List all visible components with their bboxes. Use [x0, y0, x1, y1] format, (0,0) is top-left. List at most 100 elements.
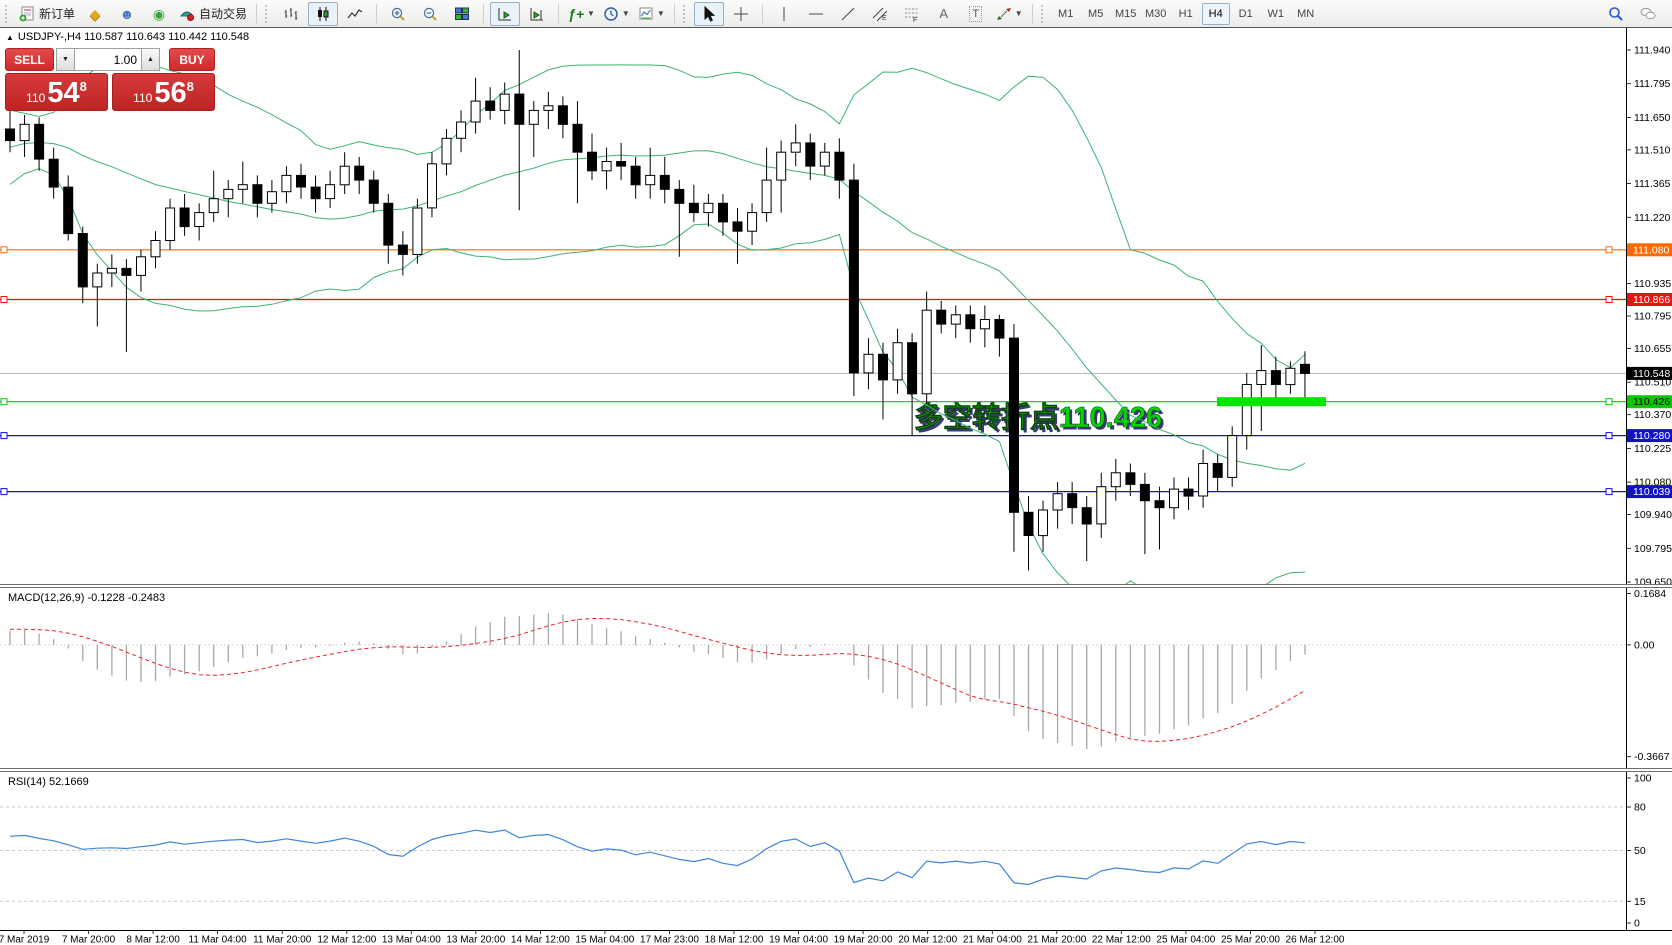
autotrading-button[interactable]: 自动交易 — [176, 2, 250, 26]
time-label: 8 Mar 12:00 — [126, 935, 180, 945]
main-price-chart[interactable]: 多空转折点110.426多空转折点110.426111.940111.79511… — [0, 28, 1672, 584]
chart-annotation: 多空转折点110.426 — [914, 400, 1162, 434]
tf-m5[interactable]: M5 — [1082, 3, 1110, 25]
channel-button[interactable]: E — [865, 2, 895, 26]
svg-text:0.1684: 0.1684 — [1634, 588, 1666, 600]
indicators-icon: ƒ+ — [568, 7, 584, 21]
tf-m30[interactable]: M30 — [1142, 3, 1170, 25]
toolbar-drag-handle[interactable] — [265, 5, 272, 23]
current-price-tag: 110.548 — [1627, 367, 1672, 380]
sell-price-main: 54 — [47, 79, 79, 108]
tile-windows-icon — [454, 6, 470, 22]
svg-text:110.225: 110.225 — [1634, 443, 1671, 455]
time-label: 7 Mar 20:00 — [62, 935, 116, 945]
signals-button[interactable]: ◉ — [144, 2, 174, 26]
buy-button[interactable]: BUY — [169, 48, 215, 71]
zoom-in-button[interactable] — [383, 2, 413, 26]
zoom-out-button[interactable] — [415, 2, 445, 26]
text-label-button[interactable]: T — [961, 2, 991, 26]
svg-text:110.039: 110.039 — [1633, 486, 1670, 498]
vertical-line-button[interactable] — [769, 2, 799, 26]
time-label: 25 Mar 04:00 — [1156, 935, 1215, 945]
buy-price-box[interactable]: 110 56 8 — [112, 73, 215, 111]
horizontal-line-button[interactable] — [801, 2, 831, 26]
vertical-line-icon — [776, 6, 792, 22]
auto-scroll-icon — [497, 6, 513, 22]
symbol-ohlc-text: USDJPY-,H4 110.587 110.643 110.442 110.5… — [18, 31, 249, 43]
cursor-icon — [701, 6, 717, 22]
rsi-label: RSI(14) 52.1669 — [8, 776, 89, 788]
symbol-header: ▲ USDJPY-,H4 110.587 110.643 110.442 110… — [6, 31, 249, 43]
channel-icon: E — [872, 6, 888, 22]
tf-mn[interactable]: MN — [1292, 3, 1320, 25]
time-label: 7 Mar 2019 — [0, 935, 50, 945]
time-label: 26 Mar 12:00 — [1286, 935, 1345, 945]
candlestick-chart-icon — [315, 6, 331, 22]
periods-button[interactable]: ▼ — [600, 2, 633, 26]
cursor-button[interactable] — [694, 2, 724, 26]
svg-text:100: 100 — [1634, 773, 1652, 785]
time-label: 20 Mar 12:00 — [898, 935, 957, 945]
one-click-trading-panel: SELL ▼ ▲ BUY 110 54 8 110 56 8 — [5, 48, 215, 111]
text-icon: A — [939, 7, 948, 21]
svg-text:109.650: 109.650 — [1634, 577, 1672, 585]
bar-chart-icon — [283, 6, 299, 22]
tf-h4[interactable]: H4 — [1202, 3, 1230, 25]
search-button[interactable] — [1601, 2, 1631, 26]
tf-w1[interactable]: W1 — [1262, 3, 1290, 25]
crosshair-icon — [733, 6, 749, 22]
chevron-down-icon: ▼ — [657, 9, 665, 18]
chevron-down-icon: ▼ — [1015, 9, 1023, 18]
svg-text:110.370: 110.370 — [1634, 409, 1671, 421]
one-click-collapse-icon[interactable]: ▲ — [6, 33, 14, 42]
toolbar-drag-handle[interactable] — [1041, 5, 1048, 23]
volume-increase-button[interactable]: ▲ — [141, 48, 160, 71]
templates-button[interactable]: ▼ — [635, 2, 668, 26]
svg-text:111.940: 111.940 — [1634, 45, 1671, 57]
chart-shift-button[interactable] — [522, 2, 552, 26]
candlestick-chart-button[interactable] — [308, 2, 338, 26]
macd-label: MACD(12,26,9) -0.1228 -0.2483 — [8, 592, 165, 604]
tile-windows-button[interactable] — [447, 2, 477, 26]
tf-m1[interactable]: M1 — [1052, 3, 1080, 25]
volume-input[interactable] — [75, 48, 141, 71]
trendline-button[interactable] — [833, 2, 863, 26]
zoom-out-icon — [422, 6, 438, 22]
sell-price-box[interactable]: 110 54 8 — [5, 73, 108, 111]
search-icon — [1608, 6, 1624, 22]
time-label: 12 Mar 12:00 — [317, 935, 376, 945]
bar-chart-button[interactable] — [276, 2, 306, 26]
toolbar-drag-handle[interactable] — [5, 5, 12, 23]
time-label: 13 Mar 04:00 — [382, 935, 441, 945]
svg-text:111.510: 111.510 — [1634, 144, 1671, 156]
text-button[interactable]: A — [929, 2, 959, 26]
community-button[interactable]: ☻ — [112, 2, 142, 26]
auto-scroll-button[interactable] — [490, 2, 520, 26]
tf-m15[interactable]: M15 — [1112, 3, 1140, 25]
toolbar-drag-handle[interactable] — [683, 5, 690, 23]
fibonacci-button[interactable]: F — [897, 2, 927, 26]
toolbar: 新订单 ◆ ☻ ◉ 自动交易 — [0, 0, 1672, 28]
crosshair-button[interactable] — [726, 2, 756, 26]
svg-text:110.866: 110.866 — [1633, 294, 1670, 306]
indicators-button[interactable]: ƒ+ ▼ — [565, 2, 598, 26]
horizontal-line-icon — [808, 6, 824, 22]
chat-button[interactable] — [1633, 2, 1663, 26]
trendline-icon — [840, 6, 856, 22]
chevron-down-icon: ▼ — [587, 9, 595, 18]
line-chart-icon — [347, 6, 363, 22]
new-order-icon — [19, 6, 35, 22]
sell-button[interactable]: SELL — [5, 48, 54, 71]
volume-decrease-button[interactable]: ▼ — [56, 48, 75, 71]
svg-text:109.940: 109.940 — [1634, 509, 1672, 521]
svg-text:111.650: 111.650 — [1634, 112, 1671, 124]
tf-d1[interactable]: D1 — [1232, 3, 1260, 25]
arrows-button[interactable]: ▼ — [993, 2, 1026, 26]
metaeditor-button[interactable]: ◆ — [80, 2, 110, 26]
tf-h1[interactable]: H1 — [1172, 3, 1200, 25]
line-chart-button[interactable] — [340, 2, 370, 26]
new-order-button[interactable]: 新订单 — [16, 2, 78, 26]
